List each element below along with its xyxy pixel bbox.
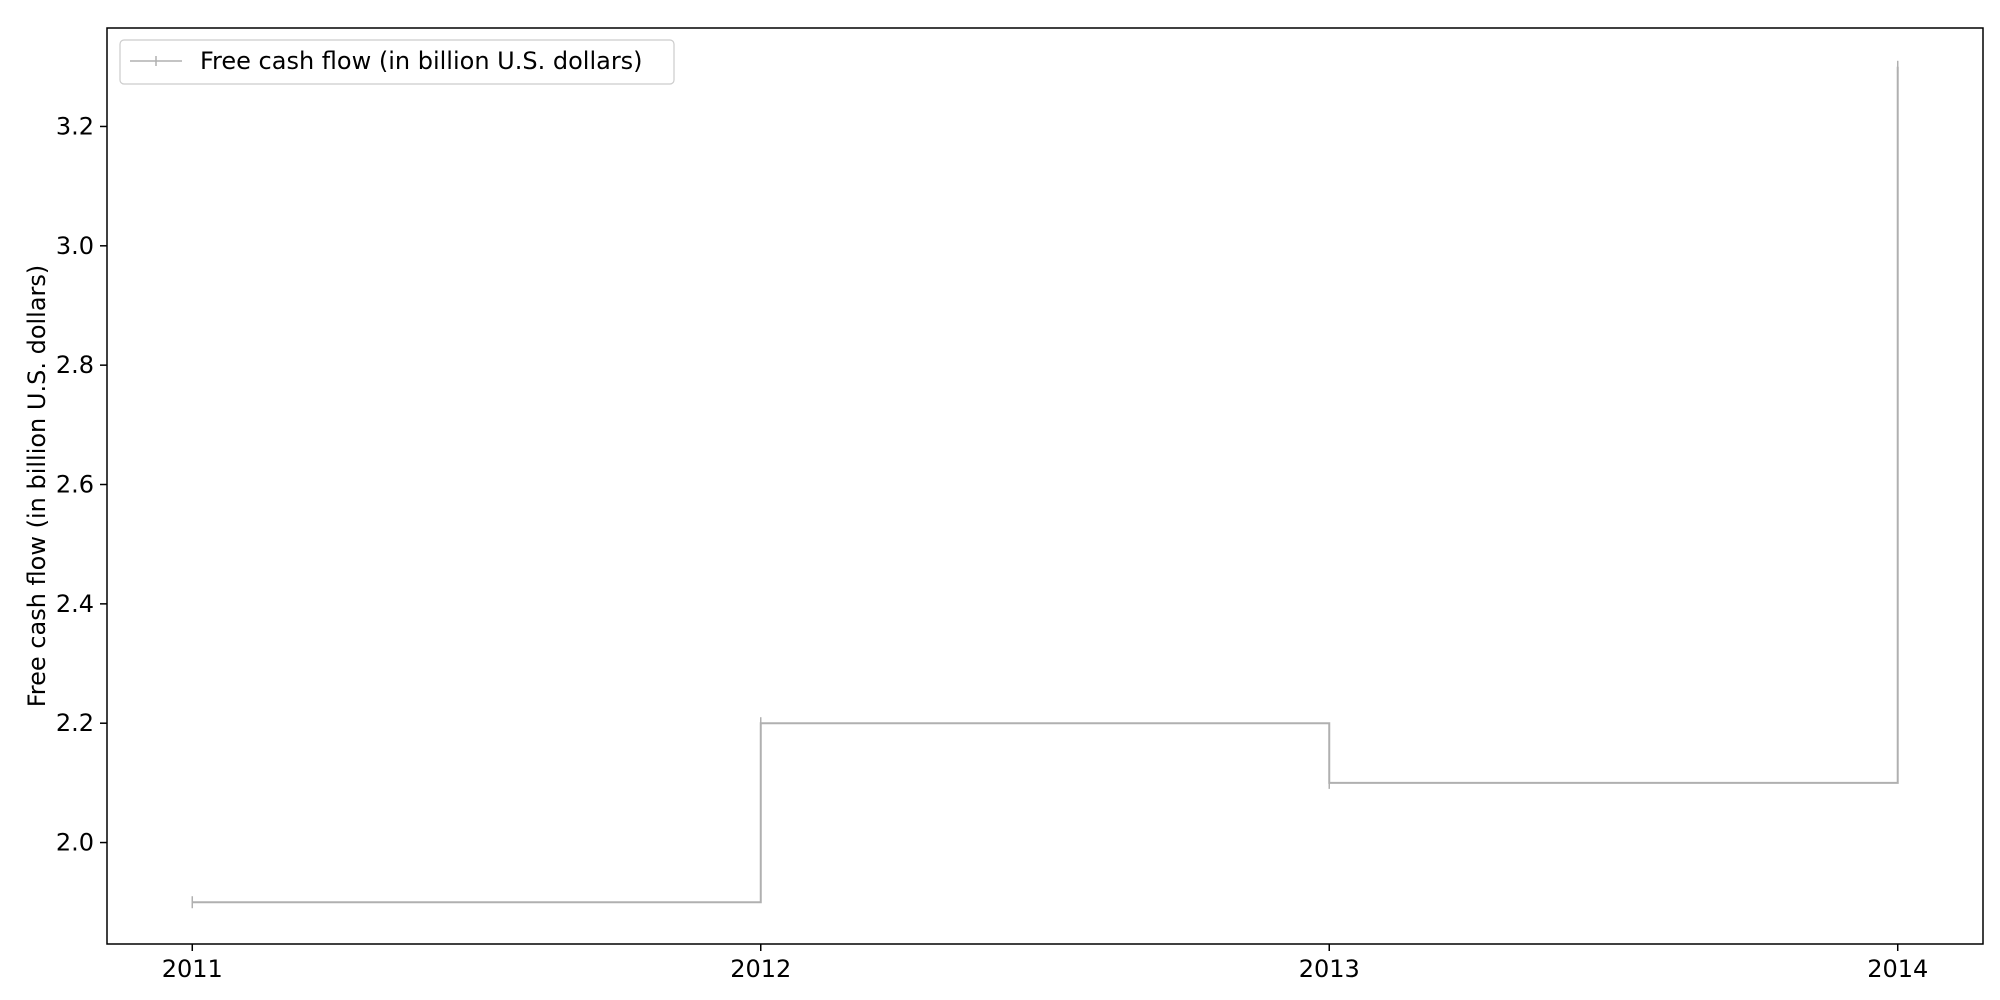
x-tick-label: 2012 bbox=[730, 955, 791, 983]
series-step-line bbox=[192, 66, 1899, 904]
y-tick-label: 2.8 bbox=[56, 351, 94, 379]
y-tick-label: 2.4 bbox=[56, 590, 94, 618]
x-axis: 2011 2012 2013 2014 bbox=[162, 944, 1928, 983]
plot-area-frame bbox=[106, 27, 1984, 945]
series-layer bbox=[191, 60, 1899, 909]
legend: Free cash flow (in billion U.S. dollars) bbox=[119, 39, 675, 85]
y-tick-label: 2.0 bbox=[56, 829, 94, 857]
y-tick-label: 2.2 bbox=[56, 709, 94, 737]
legend-entry-label: Free cash flow (in billion U.S. dollars) bbox=[200, 47, 643, 75]
y-tick-label: 3.0 bbox=[56, 232, 94, 260]
y-tick-label: 2.6 bbox=[56, 471, 94, 499]
legend-box bbox=[119, 39, 675, 85]
x-tick-label: 2014 bbox=[1867, 955, 1928, 983]
y-axis-label: Free cash flow (in billion U.S. dollars) bbox=[23, 265, 51, 708]
y-tick-label: 3.2 bbox=[56, 112, 94, 140]
x-tick-label: 2011 bbox=[162, 955, 223, 983]
y-axis: 2.0 2.2 2.4 2.6 2.8 3.0 3.2 bbox=[56, 112, 107, 857]
x-tick-label: 2013 bbox=[1299, 955, 1360, 983]
